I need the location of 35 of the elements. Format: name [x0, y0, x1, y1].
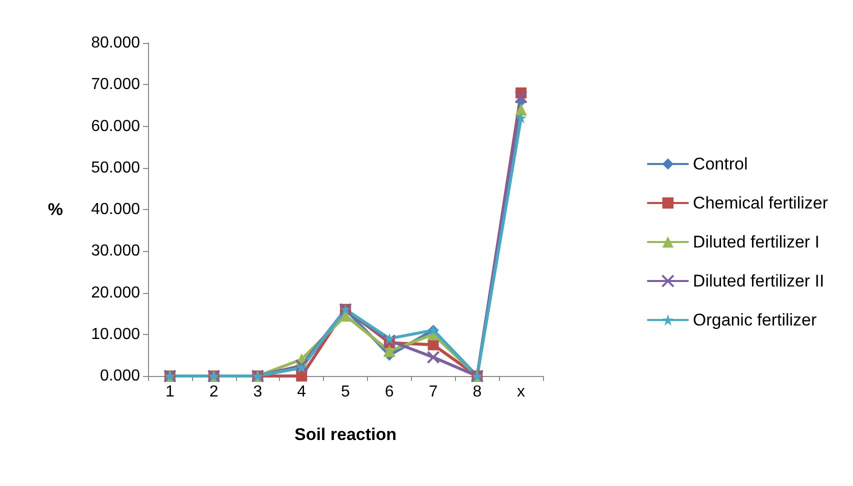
x-tick-label: 7 [428, 384, 438, 400]
legend-label: Diluted fertilizer II [692, 272, 824, 290]
point [383, 345, 396, 358]
y-tick-label: 30.000 [91, 242, 140, 260]
legend-label: Chemical fertilizer [692, 194, 828, 212]
y-tick-label: 40.000 [91, 201, 140, 218]
point [516, 112, 527, 124]
x-tick-label: 2 [209, 384, 218, 400]
point [382, 334, 396, 348]
y-axis-title: % [48, 200, 63, 219]
x-tick-label: 8 [472, 384, 482, 400]
x-tick-label: 1 [165, 384, 174, 400]
x-tick-label: 4 [297, 384, 306, 400]
point [426, 350, 440, 364]
legend-label: Control [692, 154, 748, 174]
legend-label: Diluted fertilizer I [692, 232, 820, 252]
x-tick-label: 6 [384, 384, 394, 400]
point [428, 339, 439, 350]
y-tick-label: 50.000 [91, 159, 140, 176]
legend-label: Organic fertilizer [692, 310, 818, 330]
point [384, 333, 395, 344]
y-tick-label: 0.000 [100, 368, 140, 384]
x-tick-label: 5 [341, 384, 350, 400]
y-tick-label: 10.000 [91, 326, 140, 343]
x-tick-label: x [517, 384, 526, 400]
x-axis-title: Soil reaction [294, 425, 397, 444]
y-tick-label: 70.000 [91, 76, 140, 94]
point [296, 370, 308, 382]
y-tick-label: 60.000 [91, 118, 140, 135]
point [515, 104, 528, 116]
x-tick-label: 3 [253, 384, 262, 400]
y-tick-label: 80.000 [91, 34, 140, 52]
y-tick-label: 20.000 [91, 284, 140, 302]
point [295, 359, 308, 372]
point [514, 90, 528, 104]
